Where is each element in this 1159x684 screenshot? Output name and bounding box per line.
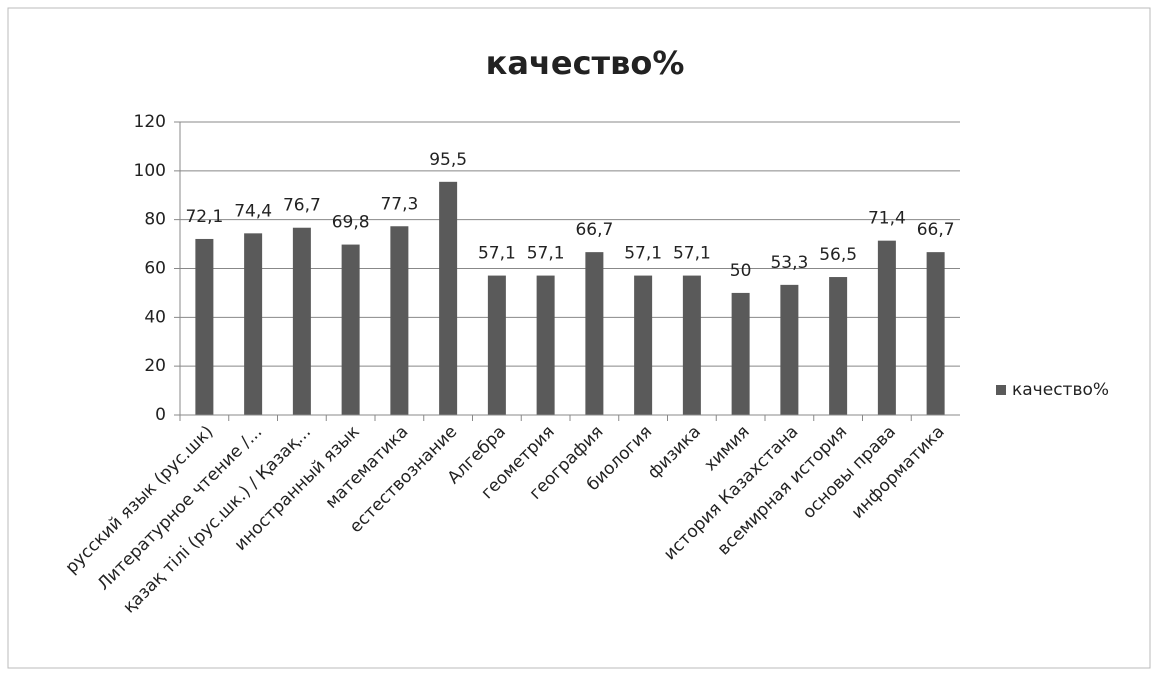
y-tick-label: 0 — [155, 405, 166, 425]
data-label: 66,7 — [917, 220, 955, 240]
data-label: 77,3 — [380, 194, 418, 214]
legend-label: качество% — [1012, 380, 1109, 400]
y-tick-label: 120 — [134, 112, 166, 132]
data-label: 57,1 — [624, 244, 662, 264]
y-tick-label: 80 — [144, 210, 166, 230]
y-tick-label: 40 — [144, 307, 166, 327]
data-label: 76,7 — [283, 196, 321, 216]
bar — [536, 275, 555, 415]
data-label: 95,5 — [429, 150, 467, 170]
bar — [292, 227, 311, 415]
y-tick-label: 20 — [144, 356, 166, 376]
bar — [926, 252, 945, 415]
data-label: 57,1 — [478, 244, 516, 264]
bar — [439, 181, 458, 415]
bar — [195, 238, 214, 415]
bar — [244, 233, 263, 415]
data-label: 56,5 — [819, 245, 857, 265]
data-label: 57,1 — [527, 244, 565, 264]
data-label: 66,7 — [575, 220, 613, 240]
data-label: 72,1 — [185, 207, 223, 227]
bar — [585, 252, 604, 415]
y-tick-label: 60 — [144, 259, 166, 279]
bar — [487, 275, 506, 415]
y-tick-label: 100 — [134, 161, 166, 181]
bar — [390, 226, 409, 415]
bar — [780, 284, 799, 415]
data-label: 69,8 — [332, 213, 370, 233]
data-label: 53,3 — [770, 253, 808, 273]
chart-title: качество% — [486, 44, 685, 82]
data-label: 50 — [730, 261, 752, 281]
legend-swatch — [996, 385, 1006, 395]
bar — [682, 275, 701, 415]
data-label: 71,4 — [868, 209, 906, 229]
bar — [341, 244, 360, 415]
bar — [731, 292, 750, 415]
data-label: 57,1 — [673, 244, 711, 264]
bar — [829, 277, 848, 415]
data-label: 74,4 — [234, 201, 272, 221]
bar — [877, 240, 896, 415]
bar — [634, 275, 653, 415]
